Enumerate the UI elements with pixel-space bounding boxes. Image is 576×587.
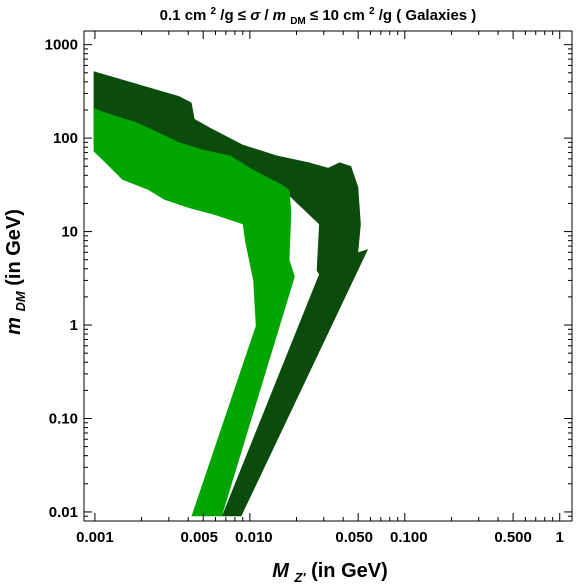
title-sup: 2 — [211, 6, 217, 17]
title-part: 0.1 cm — [160, 7, 207, 24]
y-label-unit: (in GeV) — [3, 209, 25, 286]
x-axis-label: M Z' (in GeV) — [272, 560, 388, 587]
title-part: /g ≤ — [220, 7, 250, 24]
series-region-1 — [93, 71, 369, 517]
tick-layer: 0.001 0.005 0.010 0.050 0.100 0.500 1 0.01 0.10 1… — [45, 31, 572, 546]
y-tick-label: 0.01 — [49, 504, 78, 521]
title-part: /g ( Galaxies ) — [379, 7, 477, 24]
x-tick-label: 0.001 — [76, 529, 114, 546]
x-tick-label: 0.100 — [390, 529, 428, 546]
chart-title: 0.1 cm 2 /g ≤ σ / m DM ≤ 10 cm 2 /g ( Ga… — [160, 1, 477, 28]
y-tick-label: 0.10 — [49, 410, 78, 427]
x-tick-label: 0.050 — [335, 529, 373, 546]
y-axis-label: m DM (in GeV) — [3, 209, 30, 335]
y-label-main: m — [3, 317, 25, 335]
title-sup: 2 — [369, 6, 375, 17]
y-label-sub: DM — [13, 290, 28, 311]
x-tick-label: 0.500 — [494, 529, 532, 546]
x-tick-label: 0.010 — [235, 529, 273, 546]
x-tick-label: 1 — [556, 529, 564, 546]
title-symbol: m — [273, 7, 286, 24]
title-part: / — [264, 7, 269, 24]
y-tick-label: 1 — [70, 317, 78, 334]
series-layer — [93, 71, 369, 517]
y-tick-label: 10 — [61, 224, 78, 241]
plot-frame — [83, 30, 573, 522]
title-part: ≤ 10 cm — [310, 7, 365, 24]
y-tick-label: 1000 — [45, 37, 78, 54]
x-label-main: M — [272, 560, 290, 582]
x-tick-label: 0.005 — [180, 529, 218, 546]
series-region-2 — [93, 108, 295, 517]
x-label-unit: (in GeV) — [311, 560, 388, 582]
y-tick-label: 100 — [53, 130, 78, 147]
title-symbol: σ — [250, 7, 261, 24]
title-sub: DM — [290, 16, 306, 27]
x-label-sub: Z' — [293, 570, 306, 585]
